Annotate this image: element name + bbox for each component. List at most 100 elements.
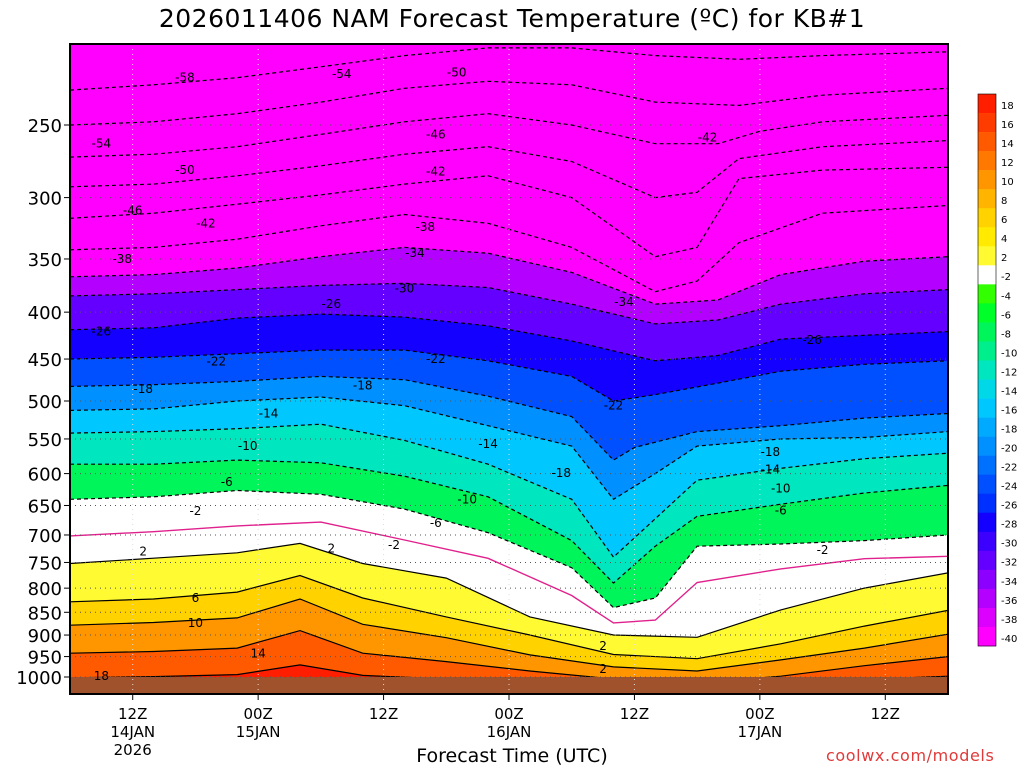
colorbar-swatch [978, 322, 996, 342]
y-tick-label: 250 [28, 116, 62, 137]
y-tick-label: 700 [28, 526, 62, 547]
colorbar-label: 18 [1001, 101, 1014, 112]
contour-label: 2 [327, 541, 335, 555]
y-tick-label: 500 [28, 392, 62, 413]
contour-label: -38 [416, 220, 436, 234]
colorbar-label: -34 [1001, 577, 1017, 588]
contour-label: -18 [353, 379, 373, 393]
contour-label: 18 [94, 669, 109, 683]
x-tick-label: 14JAN [110, 723, 155, 741]
contour-label: -2 [817, 543, 829, 557]
colorbar-label: -40 [1001, 634, 1017, 645]
y-tick-label: 300 [28, 189, 62, 210]
isotherm-6 [70, 574, 948, 660]
contour-label: -14 [478, 437, 498, 451]
x-tick-label: 12Z [871, 705, 900, 723]
colorbar-swatch [978, 246, 996, 266]
x-tick-label: 15JAN [236, 723, 281, 741]
colorbar-label: -16 [1001, 405, 1017, 416]
colorbar-swatch [978, 417, 996, 437]
colorbar-label: -18 [1001, 425, 1017, 436]
contour-label: -18 [761, 445, 781, 459]
colorbar-label: -12 [1001, 367, 1017, 378]
y-tick-label: 450 [28, 350, 62, 371]
isotherm-14 [70, 629, 948, 684]
x-tick-label: 12Z [369, 705, 398, 723]
contour-label: -22 [604, 399, 624, 413]
colorbar-label: -20 [1001, 444, 1017, 455]
contour-label: -26 [322, 297, 342, 311]
contour-label: -50 [447, 65, 467, 79]
isotherm--42 [70, 166, 948, 258]
y-tick-label: 900 [28, 626, 62, 647]
colorbar-swatch [978, 189, 996, 209]
colorbar-label: -4 [1001, 291, 1011, 302]
colorbar-swatch [978, 607, 996, 628]
contour-label: -30 [395, 282, 415, 296]
x-tick-label: 2026 [114, 741, 152, 759]
isotherm--34 [70, 246, 948, 305]
colorbar-swatch [978, 265, 996, 285]
ground-surface [70, 677, 948, 694]
contour-label: 2 [599, 639, 607, 653]
colorbar-swatch [978, 208, 996, 228]
contour-label: -10 [457, 492, 477, 506]
contour-label: -10 [771, 482, 791, 496]
isotherm--26 [70, 313, 948, 362]
x-tick-label: 00Z [243, 705, 272, 723]
contour-label: -26 [92, 325, 112, 339]
colorbar-swatch [978, 455, 996, 475]
colorbar-swatch [978, 303, 996, 323]
contour-label: -38 [112, 252, 132, 266]
contour-label: -6 [221, 475, 233, 489]
colorbar-label: -38 [1001, 615, 1017, 626]
contour-label: -2 [189, 504, 201, 518]
colorbar-label: -32 [1001, 558, 1017, 569]
colorbar-label: 6 [1001, 215, 1007, 226]
y-tick-label: 650 [28, 496, 62, 517]
isotherm--46 [70, 140, 948, 199]
colorbar-swatch [978, 398, 996, 418]
contour-label: 10 [188, 616, 203, 630]
isotherm--50 [70, 113, 948, 158]
colorbar-swatch [978, 151, 996, 171]
grid [70, 44, 948, 694]
credit-text: coolwx.com/models [826, 746, 995, 765]
y-tick-label: 850 [28, 603, 62, 624]
contour-label: 14 [251, 647, 266, 661]
contour-label: -18 [133, 382, 153, 396]
colorbar-swatch [978, 626, 996, 647]
colorbar-label: 12 [1001, 158, 1014, 169]
colorbar-swatch [978, 284, 996, 304]
isotherm--54 [70, 80, 948, 126]
isotherm--2 [70, 489, 948, 609]
contour-label: -54 [332, 67, 352, 81]
colorbar-swatch [978, 113, 996, 133]
x-tick-label: 00Z [745, 705, 774, 723]
x-tick-label: 16JAN [487, 723, 532, 741]
isotherm--30 [70, 282, 948, 325]
x-tick-label: 12Z [620, 705, 649, 723]
colorbar-swatch [978, 360, 996, 380]
temperature-field [70, 44, 948, 694]
contour-label: -22 [426, 352, 446, 366]
y-tick-label: 550 [28, 430, 62, 451]
colorbar-label: -26 [1001, 501, 1017, 512]
colorbar-label: -6 [1001, 310, 1011, 321]
contour-label: -50 [175, 163, 195, 177]
y-tick-label: 1000 [16, 668, 62, 689]
colorbar-swatch [978, 170, 996, 190]
isotherm--22 [70, 349, 948, 402]
contour-label: -58 [175, 71, 195, 85]
contour-label: 6 [192, 591, 200, 605]
colorbar: 18 16 14 12 10 8 6 4 2 -2 -4 -6 -8 -10 -12 -14 -16 -18 -20… [977, 93, 1017, 647]
colorbar-label: 8 [1001, 196, 1007, 207]
contour-label: -22 [207, 355, 227, 369]
contour-label: 2 [599, 662, 607, 676]
x-tick-label: 17JAN [737, 723, 782, 741]
colorbar-label: 4 [1001, 234, 1007, 245]
y-tick-label: 800 [28, 579, 62, 600]
contour-label: -46 [123, 204, 143, 218]
